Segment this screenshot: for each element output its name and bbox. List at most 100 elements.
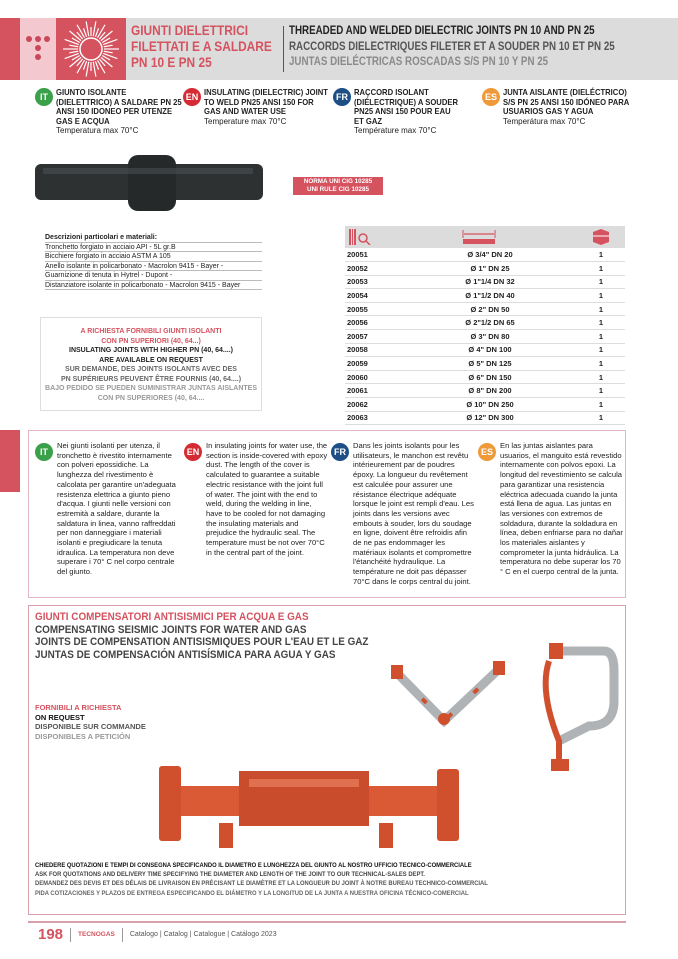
measure-length-icon [462, 230, 496, 244]
title-line: GIUNTI DIELETTRICI [131, 22, 249, 38]
divider [283, 26, 284, 72]
lang-block-it: IT GIUNTO ISOLANTE (DIELETTRICO) A SALDAR… [35, 87, 195, 136]
cell-size: Ø 2"1/2 DN 65 [425, 315, 555, 331]
seismic-title-it: GIUNTI COMPENSATORI ANTISISMICI PER ACQU… [35, 611, 309, 623]
cell-code: 20056 [345, 315, 425, 331]
header-accent-bar [0, 18, 20, 80]
materials-heading: Descrizioni particolari e materiali: [45, 233, 262, 243]
seismic-box: GIUNTI COMPENSATORI ANTISISMICI PER ACQU… [28, 605, 626, 915]
availability-it: FORNIBILI A RICHIESTA [35, 703, 122, 712]
u-shaped-compensator-image [542, 643, 619, 771]
cell-size: Ø 8" DN 200 [425, 383, 555, 399]
cell-size: Ø 1"1/2 DN 40 [425, 288, 555, 303]
material-item: Distanziatore isolante in policarbonato … [45, 281, 262, 290]
availability-en: ON REQUEST [35, 712, 85, 722]
subtitles: THREADED AND WELDED DIELECTRIC JOINTS PN… [289, 24, 615, 71]
norma-line: NORMA UNI CIG 10285 [303, 178, 373, 185]
cell-qty: 1 [555, 383, 625, 399]
lang-badge-en: EN [183, 88, 201, 106]
cell-qty: 1 [555, 370, 625, 385]
cell-code: 20062 [345, 397, 425, 412]
cell-code: 20051 [345, 248, 425, 263]
cell-size: Ø 3/4" DN 20 [425, 248, 555, 263]
brand-logo [20, 18, 56, 80]
v-shaped-compensator-image [391, 661, 505, 728]
seismic-title-fr: JOINTS DE COMPENSATION ANTISISMIQUES POU… [35, 636, 369, 648]
lang-title: INSULATING (DIELECTRIC) JOINT TO WELD PN… [204, 87, 328, 116]
sunburst-icon [56, 18, 126, 80]
lang-block-fr: FR RAÇCORD ISOLANT (DIÉLECTRIQUE) A SOUDE… [333, 87, 493, 136]
header-band: GIUNTI DIELETTRICI FILETTATI E A SALDARE… [0, 18, 678, 80]
subtitle-fr: RACCORDS DIELECTRIQUES FILETER ET A SOUD… [289, 40, 615, 53]
contact-en: ASK FOR QUOTATIONS AND DELIVERY TIME SPE… [35, 871, 425, 879]
cell-qty: 1 [555, 411, 625, 426]
cell-qty: 1 [555, 356, 625, 371]
cell-qty: 1 [555, 397, 625, 412]
request-fr: SUR DEMANDE, DES JOINTS ISOLANTS AVEC DE… [65, 366, 237, 373]
cell-code: 20057 [345, 329, 425, 344]
table-row: 20057 Ø 3" DN 80 1 [345, 329, 625, 344]
availability-es: DISPONIBLES A PETICIÓN [35, 731, 131, 741]
temperature-text: Temperature max 70°C [204, 116, 287, 126]
materials-list: Descrizioni particolari e materiali: Tro… [45, 233, 262, 290]
cell-code: 20059 [345, 356, 425, 371]
lang-title: RAÇCORD ISOLANT (DIÉLECTRIQUE) A SOUDER … [354, 87, 458, 126]
request-es: BAJO PEDIDO SE PUEDEN SUMINISTRAR JUNTAS… [45, 385, 257, 392]
cell-qty: 1 [555, 288, 625, 303]
note-en: EN In insulating joints for water use, th… [184, 441, 329, 557]
cell-code: 20061 [345, 383, 425, 399]
note-fr: FR Dans les joints isolants pour les util… [331, 441, 476, 587]
cell-qty: 1 [555, 302, 625, 317]
dielectric-joint-image [33, 150, 268, 223]
temperature-text: Température max 70°C [354, 126, 437, 135]
note-text: Nei giunti isolanti per utenza, il tronc… [57, 441, 176, 577]
table-row: 20058 Ø 4" DN 100 1 [345, 343, 625, 358]
footer-rule [28, 921, 626, 923]
title-line: FILETTATI E A SALDARE [131, 38, 272, 54]
table-row: 20062 Ø 10" DN 250 1 [345, 397, 625, 412]
cell-code: 20055 [345, 302, 425, 317]
lang-badge-fr: FR [333, 88, 351, 106]
request-fr: PN SUPÉRIEURS PEUVENT ÊTRE FOURNIS (40, … [60, 375, 242, 383]
cell-size: Ø 4" DN 100 [425, 343, 555, 358]
cell-code: 20063 [345, 411, 425, 426]
cell-size: Ø 1" DN 25 [425, 261, 555, 276]
product-table: 20051 Ø 3/4" DN 20 1 20052 Ø 1" DN 25 1 20053 Ø… [345, 226, 625, 426]
table-row: 20063 Ø 12" DN 300 1 [345, 411, 625, 426]
request-it: A RICHIESTA FORNIBILI GIUNTI ISOLANTI [80, 328, 222, 335]
lang-badge-fr: FR [331, 443, 349, 461]
page-number: 198 [38, 926, 64, 943]
cell-size: Ø 12" DN 300 [425, 411, 555, 426]
cell-code: 20054 [345, 288, 425, 303]
note-it: IT Nei giunti isolanti per utenza, il tro… [35, 441, 180, 577]
table-row: 20054 Ø 1"1/2 DN 40 1 [345, 288, 625, 303]
cell-qty: 1 [555, 343, 625, 358]
table-row: 20055 Ø 2" DN 50 1 [345, 302, 625, 317]
table-row: 20060 Ø 6" DN 150 1 [345, 370, 625, 385]
material-item: Anello isolante in policarbonato - Macro… [45, 262, 262, 271]
cell-code: 20052 [345, 261, 425, 276]
availability-fr: DISPONIBLE SUR COMMANDE [35, 722, 146, 731]
lang-badge-en: EN [184, 443, 202, 461]
lang-badge-es: ES [482, 88, 500, 106]
table-row: 20059 Ø 5" DN 125 1 [345, 356, 625, 371]
contact-notice: CHIEDERE QUOTAZIONI E TEMPI DI CONSEGNA … [35, 861, 538, 898]
contact-it: CHIEDERE QUOTAZIONI E TEMPI DI CONSEGNA … [35, 862, 472, 869]
norma-line: UNI RULE CIG 10285 [307, 186, 369, 193]
contact-es: PIDA COTIZACIONES Y PLAZOS DE ENTREGA ES… [35, 889, 469, 897]
cell-qty: 1 [555, 261, 625, 276]
norma-badge: NORMA UNI CIG 10285 UNI RULE CIG 10285 [293, 177, 383, 195]
table-row: 20056 Ø 2"1/2 DN 65 1 [345, 315, 625, 331]
catalog-label: Catalogo | Catalog | Catalogue | Catálog… [129, 931, 277, 938]
table-row: 20053 Ø 1"1/4 DN 32 1 [345, 275, 625, 290]
contact-fr: DEMANDEZ DES DEVIS ET DES DÉLAIS DE LIVR… [35, 880, 488, 888]
lang-block-en: EN INSULATING (DIELECTRIC) JOINT TO WELD … [183, 87, 343, 126]
lang-title: JUNTA AISLANTE (DIELÉCTRICO) S/S PN 25 A… [503, 87, 629, 116]
box-quantity-icon [593, 229, 609, 245]
page-title: GIUNTI DIELETTRICI FILETTATI E A SALDARE… [131, 22, 272, 70]
note-es: ES En las juntas aislantes para usuarios,… [478, 441, 623, 577]
request-en: INSULATING JOINTS WITH HIGHER PN (40, 64… [69, 347, 233, 354]
brand-name: TECNOGAS [78, 931, 115, 938]
seismic-title-es: JUNTAS DE COMPENSACIÓN ANTISÍSMICA PARA … [35, 648, 336, 661]
table-header [345, 226, 625, 248]
